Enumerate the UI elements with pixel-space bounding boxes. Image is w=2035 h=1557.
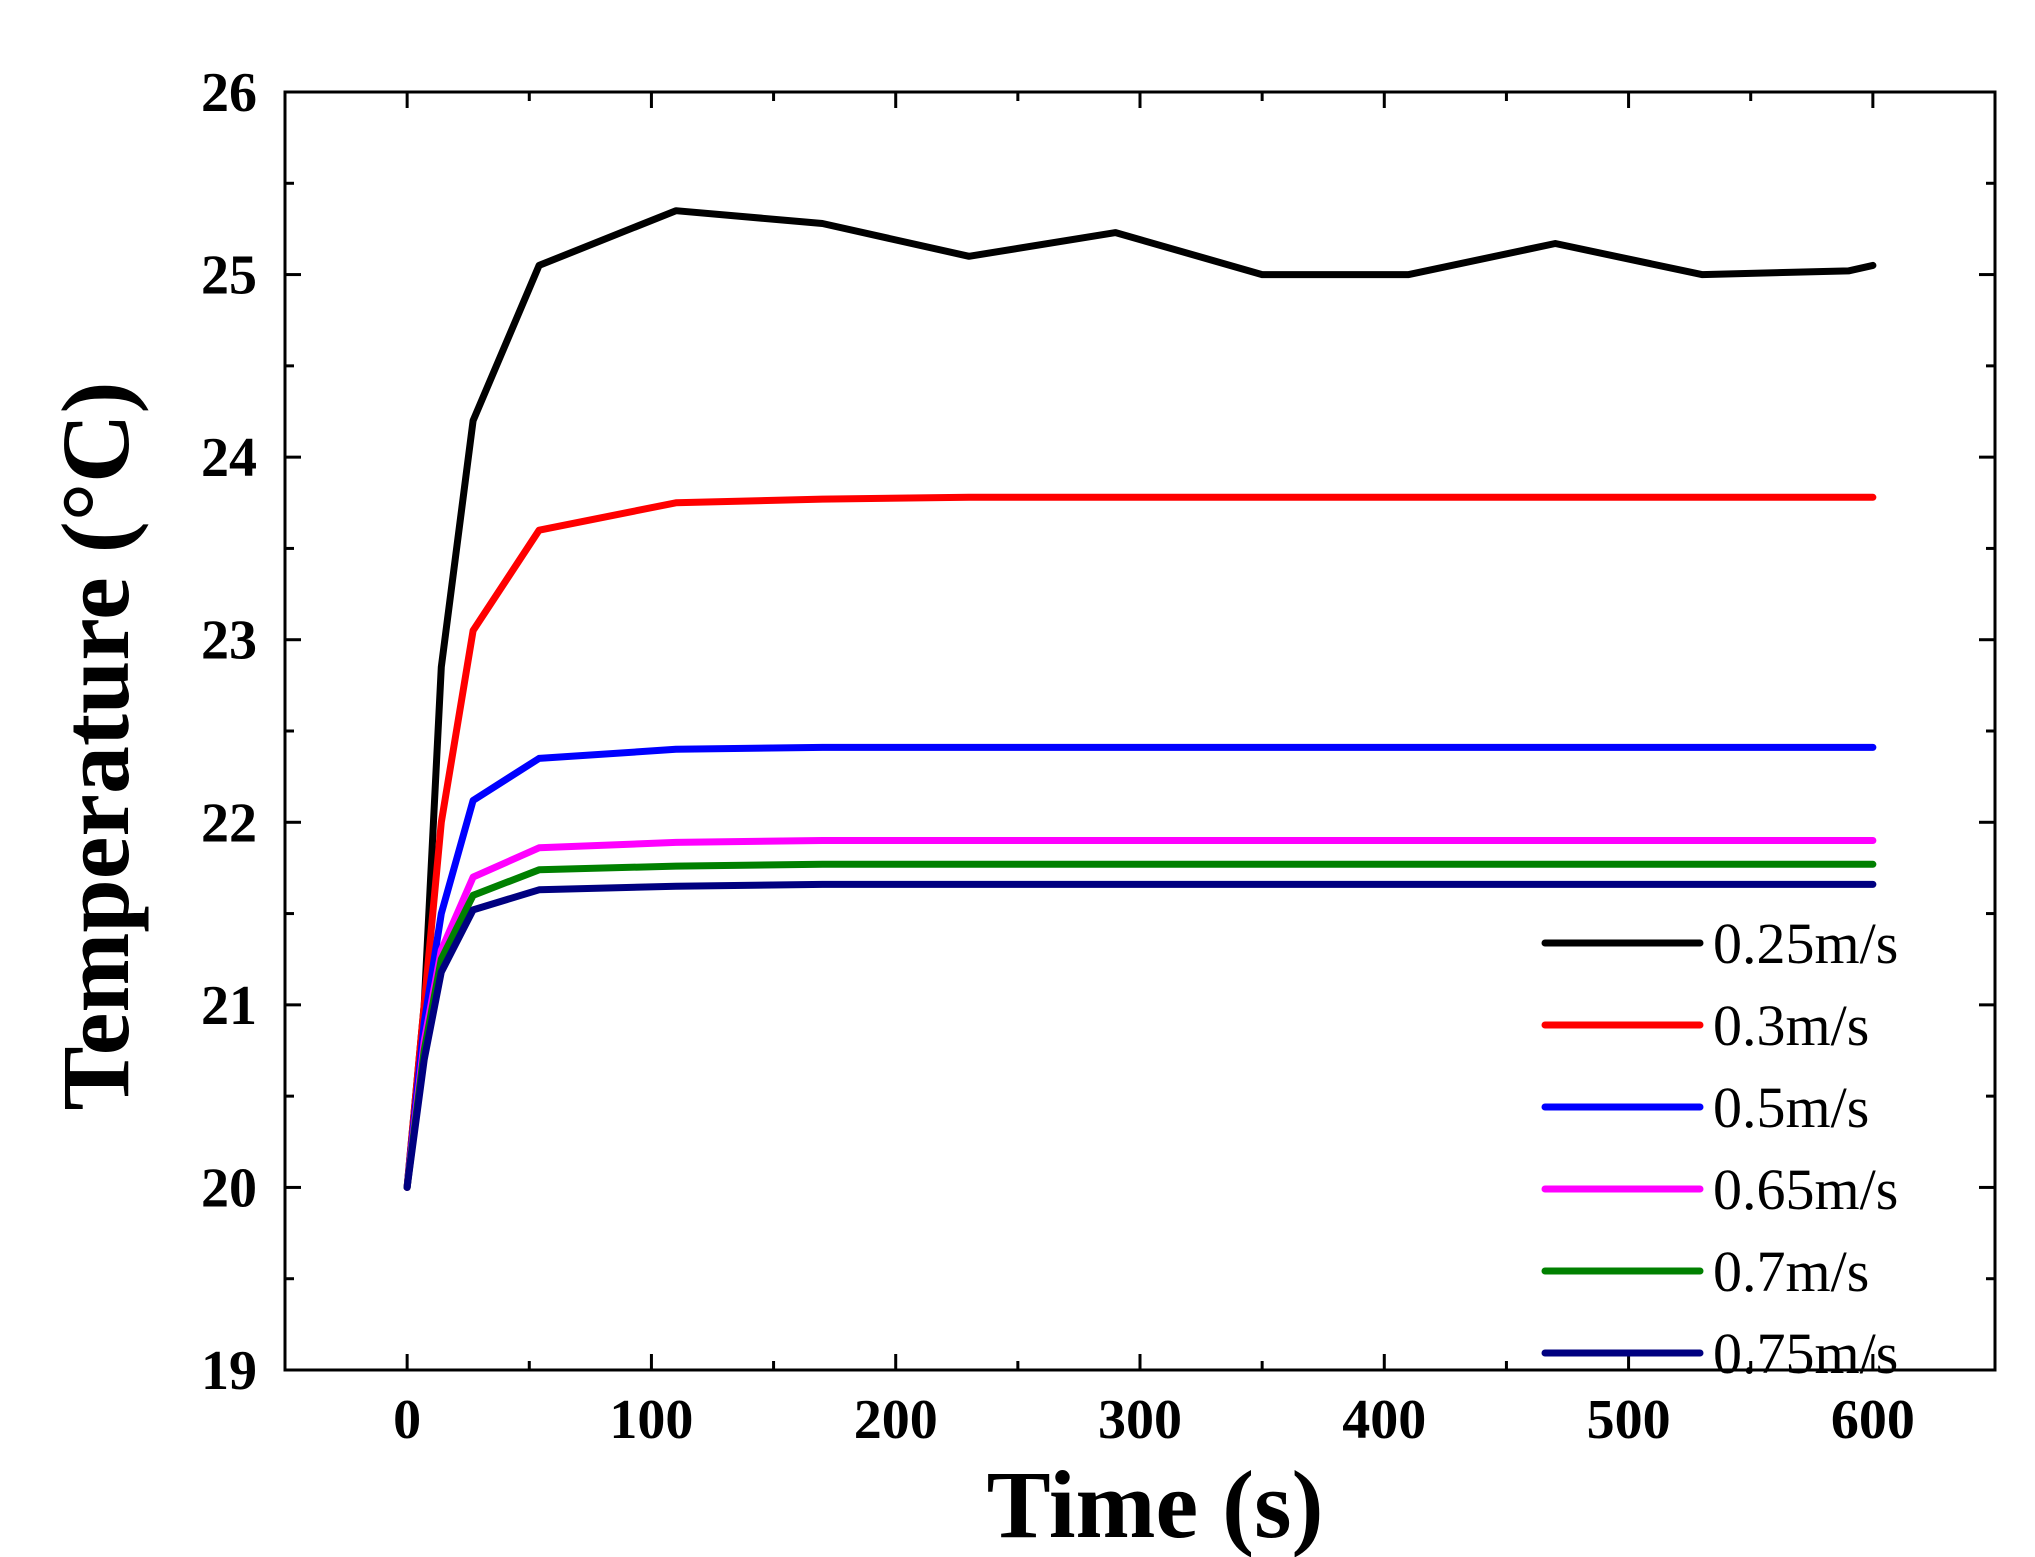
y-tick-label: 24 <box>201 427 257 489</box>
series-line-1 <box>403 493 1877 1191</box>
x-tick-label: 300 <box>1098 1389 1182 1451</box>
y-tick-label: 20 <box>201 1157 257 1219</box>
series-line-0 <box>403 207 1877 1191</box>
x-tick-label: 600 <box>1831 1389 1915 1451</box>
legend-label-1: 0.3m/s <box>1713 993 1869 1058</box>
x-axis-title: Time (s) <box>987 1451 1324 1557</box>
x-tick-label: 400 <box>1342 1389 1426 1451</box>
legend-label-0: 0.25m/s <box>1713 911 1898 976</box>
x-tick-label: 500 <box>1587 1389 1671 1451</box>
series-line-3 <box>403 837 1877 1191</box>
y-tick-label: 25 <box>201 245 257 307</box>
series-layer <box>403 207 1877 1191</box>
legend-label-4: 0.7m/s <box>1713 1239 1869 1304</box>
x-tick-label: 100 <box>609 1389 693 1451</box>
x-tick-label: 0 <box>393 1389 421 1451</box>
series-line-2 <box>403 743 1877 1191</box>
legend-label-3: 0.65m/s <box>1713 1157 1898 1222</box>
y-axis-title: Temperature (°C) <box>42 382 149 1111</box>
y-tick-label: 22 <box>201 792 257 854</box>
axis-layer: 0 100 200 300 400 500 600 19 20 21 22 23 24 25 26 <box>201 62 1997 1451</box>
y-tick-label: 26 <box>201 62 257 124</box>
y-tick-label: 23 <box>201 610 257 672</box>
y-tick-label: 19 <box>201 1340 257 1402</box>
legend-label-2: 0.5m/s <box>1713 1075 1869 1140</box>
legend-label-5: 0.75m/s <box>1713 1321 1898 1386</box>
y-tick-label: 21 <box>201 975 257 1037</box>
legend: 0.25m/s 0.3m/s 0.5m/s 0.65m/s 0.7m/s 0.75m/s <box>1541 911 1898 1386</box>
series-line-5 <box>403 880 1877 1191</box>
x-tick-label: 200 <box>854 1389 938 1451</box>
